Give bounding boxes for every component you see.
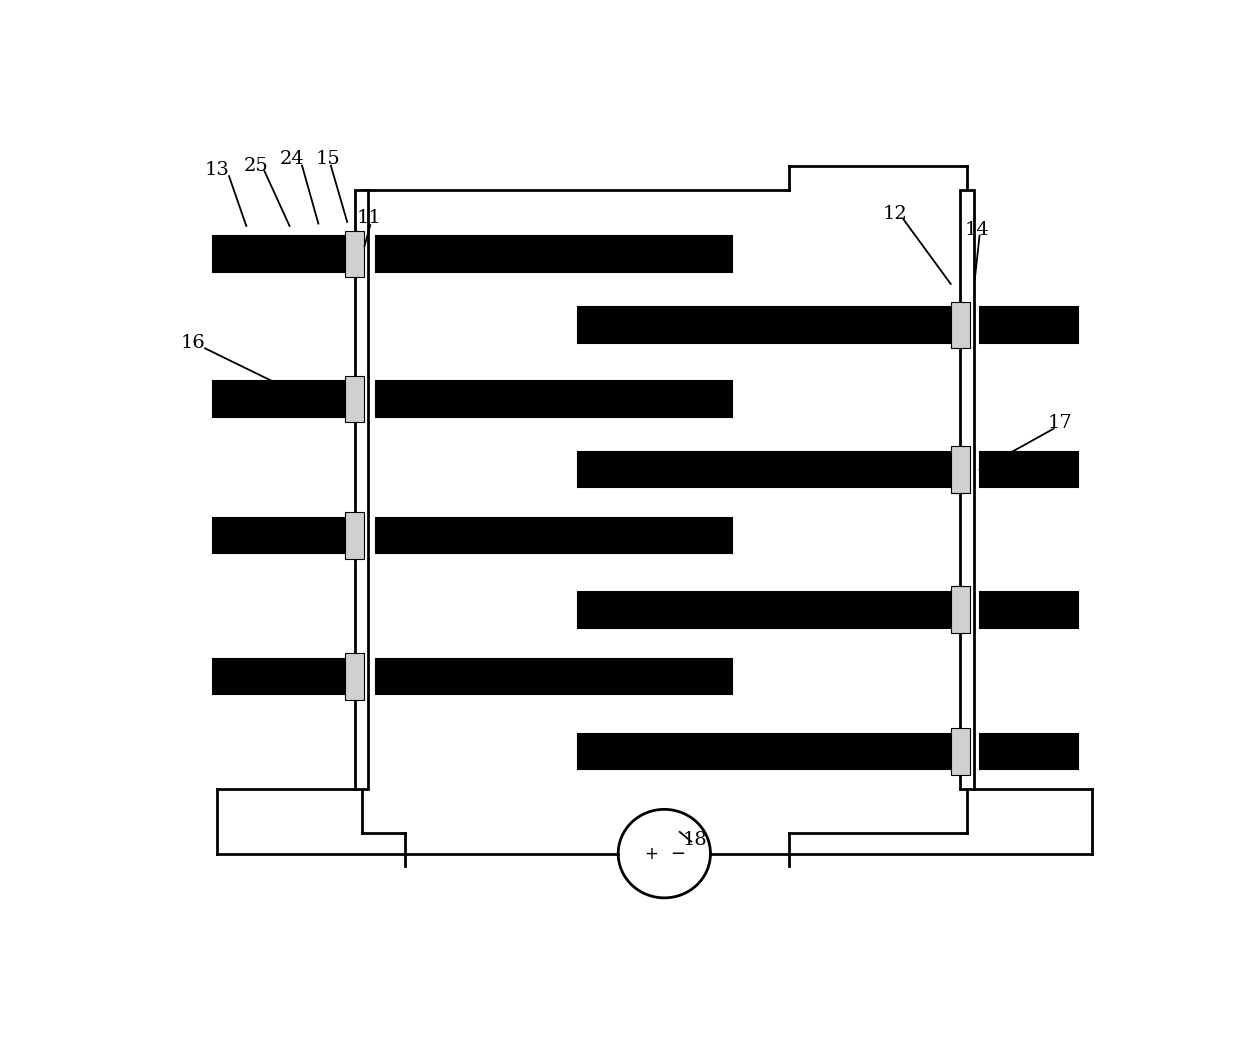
Bar — [578, 734, 951, 769]
Text: 17: 17 — [1048, 414, 1073, 433]
Bar — [980, 452, 1078, 487]
Bar — [376, 381, 732, 417]
Text: 15: 15 — [316, 150, 340, 168]
Bar — [213, 518, 345, 554]
Bar — [951, 586, 970, 633]
Bar — [345, 231, 365, 278]
Text: 16: 16 — [181, 333, 206, 352]
Bar — [345, 375, 365, 422]
Bar — [376, 659, 732, 694]
Text: 25: 25 — [243, 157, 268, 175]
Text: −: − — [671, 844, 686, 862]
Bar — [951, 728, 970, 774]
Bar — [951, 446, 970, 493]
Text: 13: 13 — [205, 161, 229, 179]
Text: 18: 18 — [683, 831, 708, 849]
Text: 24: 24 — [280, 150, 305, 168]
Text: 12: 12 — [883, 205, 908, 223]
Bar — [213, 659, 345, 694]
Bar — [213, 236, 345, 272]
Bar — [345, 512, 365, 559]
Bar — [578, 307, 951, 343]
Text: +: + — [644, 844, 657, 862]
Bar — [376, 518, 732, 554]
Bar — [355, 190, 368, 789]
Text: 11: 11 — [357, 209, 382, 227]
Bar — [980, 307, 1078, 343]
Bar — [578, 593, 951, 627]
Bar — [951, 302, 970, 348]
Bar — [213, 381, 345, 417]
Text: 14: 14 — [965, 220, 990, 239]
Bar — [345, 653, 365, 700]
Bar — [980, 734, 1078, 769]
Bar — [578, 452, 951, 487]
Bar — [960, 190, 973, 789]
Bar — [376, 236, 732, 272]
Bar — [980, 593, 1078, 627]
